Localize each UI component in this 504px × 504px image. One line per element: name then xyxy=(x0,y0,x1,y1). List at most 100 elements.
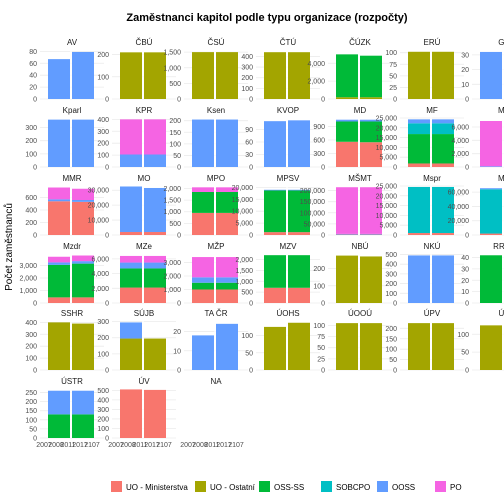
legend-label: UO - Ministerstva xyxy=(126,483,188,492)
y-tick-label: 30 xyxy=(461,266,469,273)
bar-segment-oss-ss xyxy=(264,190,286,233)
bar-segment-ooss xyxy=(144,187,166,233)
bar-segment-ooss xyxy=(264,121,286,167)
y-tick-label: 15,000 xyxy=(376,203,398,210)
facet-label: MZV xyxy=(280,242,298,251)
y-tick-label: 500 xyxy=(97,388,109,395)
facet-mpsv: MPSV 0 5,000 10,000 15,000 20,000 xyxy=(232,174,320,240)
facet-ksen: Ksen 0 50 100 150 200 xyxy=(169,106,248,172)
y-tick-label: 1,500 xyxy=(235,268,253,275)
y-tick-label: 300 xyxy=(25,125,37,132)
y-tick-label: 0 xyxy=(105,436,109,443)
legend-swatch xyxy=(111,481,122,492)
y-tick-label: 15,000 xyxy=(232,197,254,204)
y-tick-label: 15,000 xyxy=(376,135,398,142)
y-tick-label: 50 xyxy=(461,350,469,357)
y-tick-label: 50,000 xyxy=(304,221,326,228)
bar-segment-ooss xyxy=(120,262,142,269)
y-tick-label: 0 xyxy=(321,233,325,240)
bar-segment-po xyxy=(72,255,94,262)
y-tick-label: 4,000 xyxy=(91,271,109,278)
facet-md: MD 0 300 600 900 xyxy=(313,106,392,172)
y-tick-label: 6,000 xyxy=(91,256,109,263)
y-tick-label: 200 xyxy=(385,326,397,333)
y-tick-label: 10,000 xyxy=(88,218,110,225)
bar-segment-oss-ss xyxy=(288,255,310,288)
bar-segment-ooss xyxy=(288,189,310,191)
bar-segment-ooss xyxy=(72,51,94,99)
facet-label: NKÚ xyxy=(424,242,441,251)
y-tick-label: 25 xyxy=(389,85,397,92)
bar-segment-oss-ss xyxy=(288,190,310,233)
y-tick-label: 50 xyxy=(389,357,397,364)
facet-ta-cr: TA ČR 0 10 20 xyxy=(173,309,248,375)
bar-segment-oss-ss xyxy=(72,414,94,438)
y-tick-label: 200 xyxy=(97,141,109,148)
legend-label: OSS-SS xyxy=(274,483,304,492)
x-tick-label: 2007 xyxy=(180,442,196,449)
y-tick-label: 150 xyxy=(169,130,181,137)
y-tick-label: 3,000 xyxy=(163,260,181,267)
y-tick-label: 0 xyxy=(393,368,397,375)
facet-label: ÚOHS xyxy=(276,309,299,318)
y-tick-label: 500 xyxy=(169,81,181,88)
x-tick-label: 2011 xyxy=(60,442,75,449)
y-tick-label: 100 xyxy=(385,291,397,298)
bar-segment-uo-ostatni xyxy=(408,323,430,370)
facet-ustr: ÚSTR 0 50 100 150 200 250 xyxy=(25,377,104,443)
y-tick-label: 1,000 xyxy=(163,65,181,72)
bar-segment-uo-ostatni xyxy=(264,52,286,99)
legend-label: SOBCPO xyxy=(336,483,370,492)
y-tick-label: 100 xyxy=(25,417,37,424)
y-tick-label: 100 xyxy=(241,333,253,340)
y-tick-label: 0 xyxy=(465,368,469,375)
y-tick-label: 200 xyxy=(25,399,37,406)
facet-label: NBÚ xyxy=(352,242,369,251)
facet-mf: MF 0 5,000 10,000 15,000 20,000 25,000 xyxy=(376,106,464,172)
chart-title: Zaměstnanci kapitol podle typu organizac… xyxy=(126,12,407,24)
x-tick-label: 2017 xyxy=(144,442,160,449)
facet-mv: MV 0 20,000 40,000 60,000 xyxy=(448,174,504,240)
y-tick-label: 600 xyxy=(313,137,325,144)
y-tick-label: 100 xyxy=(97,351,109,358)
facet-label: ČTÚ xyxy=(280,38,297,47)
legend-item-uo-ministerstva: UO - Ministerstva xyxy=(111,481,188,492)
bar-segment-uo-ministerstva xyxy=(216,212,238,235)
bar-segment-sobcpo xyxy=(480,189,502,234)
bar-segment-ooss xyxy=(480,188,502,190)
y-tick-label: 100 xyxy=(385,347,397,354)
bar-segment-oss-ss xyxy=(480,255,502,303)
x-tick-label: 2007 xyxy=(36,442,52,449)
facet-label: GA xyxy=(498,38,504,47)
bar-segment-po xyxy=(360,187,382,234)
facet-label: MO xyxy=(138,174,151,183)
facet-na: NA xyxy=(210,377,222,386)
bar-segment-po xyxy=(48,187,70,200)
bar-segment-ooss xyxy=(432,255,454,303)
bar-segment-uo-ostatni xyxy=(336,97,358,99)
legend-swatch xyxy=(321,481,332,492)
y-tick-label: 200 xyxy=(169,118,181,125)
bar-segment-uo-ministerstva xyxy=(288,232,310,235)
y-tick-label: 20,000 xyxy=(376,125,398,132)
bar-segment-po xyxy=(72,188,94,200)
facet-label: MPSV xyxy=(277,174,300,183)
y-tick-label: 400 xyxy=(97,397,109,404)
y-tick-label: 200 xyxy=(241,75,253,82)
bar-segment-uo-ostatni xyxy=(192,52,214,99)
y-tick-label: 200 xyxy=(313,266,325,273)
facet-label: Mzdr xyxy=(63,242,81,251)
y-tick-label: 1,000 xyxy=(163,287,181,294)
y-tick-label: 2,000 xyxy=(19,276,37,283)
bar-segment-ooss xyxy=(48,199,70,202)
facet-label: MK xyxy=(498,106,504,115)
y-tick-label: 3,000 xyxy=(19,263,37,270)
y-tick-label: 0 xyxy=(33,165,37,172)
bar-segment-uo-ministerstva xyxy=(336,141,358,167)
facet-us: ÚS 0 50 100 xyxy=(457,309,504,375)
facet-sujb: SÚJB 0 100 200 300 xyxy=(97,309,176,375)
y-tick-label: 500 xyxy=(385,252,397,259)
facet-label: Ksen xyxy=(207,106,225,115)
y-tick-label: 0 xyxy=(249,97,253,104)
bar-segment-ooss xyxy=(192,277,214,283)
